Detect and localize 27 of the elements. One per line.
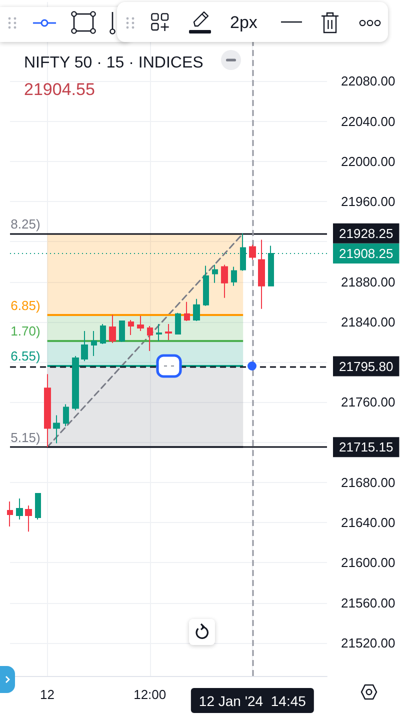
ref-line-label: 21928.25 — [339, 226, 394, 241]
ref-line-label: 21908.25 — [339, 246, 394, 261]
annotation: 2px — [230, 13, 258, 33]
y-tick-label: 21880.00 — [341, 274, 396, 290]
y-tick-label: 21680.00 — [341, 474, 396, 490]
x-tick-label: 12:00 — [134, 687, 166, 702]
y-tick-label: 21560.00 — [341, 595, 396, 610]
text: NIFTY 50 · 15 · INDICES — [24, 54, 204, 72]
annotation: 8.25) — [10, 216, 40, 232]
y-tick-label: 21600.00 — [341, 555, 396, 570]
y-tick-label: 21760.00 — [341, 394, 396, 410]
y-tick-label: 21960.00 — [341, 194, 396, 210]
band-label: 6.85) — [10, 298, 40, 314]
y-tick-label: 21640.00 — [341, 515, 396, 530]
band-label: 6.55) — [10, 348, 40, 364]
y-tick-label: 21520.00 — [341, 635, 396, 650]
ref-line-label: 21715.15 — [339, 440, 394, 455]
y-tick-label: 22080.00 — [341, 74, 396, 89]
ref-line-label: 21795.80 — [339, 358, 394, 374]
y-tick-label: 22000.00 — [341, 154, 396, 169]
y-tick-label: 21840.00 — [341, 314, 396, 330]
band-label: 1.70) — [10, 323, 40, 338]
text: 21904.55 — [24, 80, 95, 99]
y-tick-label: 22040.00 — [341, 114, 396, 129]
band-label: 5.15) — [10, 430, 40, 446]
x-tick-label: 12 — [40, 687, 55, 702]
x-tick-label: 12 Jan '24 14:45 — [198, 693, 306, 709]
